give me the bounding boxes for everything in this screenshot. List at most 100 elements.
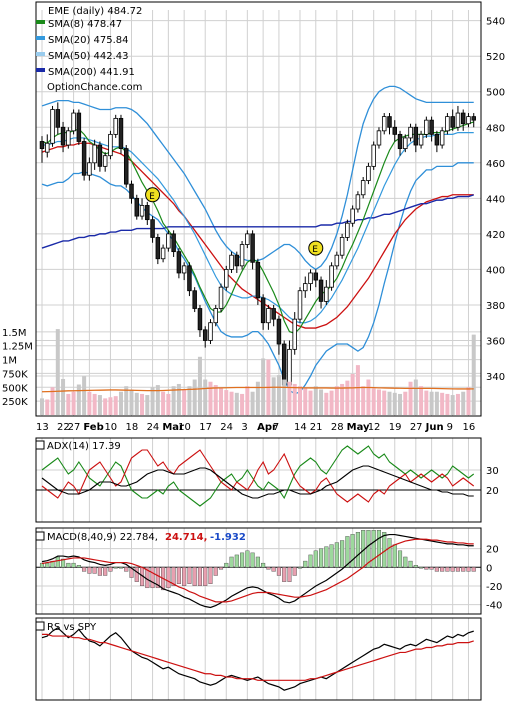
volume-bar	[345, 380, 350, 415]
y-tick-label: 440	[486, 194, 505, 205]
x-tick-label: 7	[273, 422, 279, 433]
volume-bar	[471, 334, 476, 415]
candle-body	[102, 155, 108, 167]
candle-body	[460, 112, 466, 125]
volume-bar	[334, 386, 339, 415]
panel-frame	[35, 617, 482, 701]
legend-sma50: SMA(50) 442.43	[48, 51, 129, 62]
macd-hist-bar	[355, 532, 360, 568]
candle-body	[71, 112, 76, 132]
volume-bar	[276, 375, 281, 415]
volume-panel	[39, 329, 476, 415]
macd-hist-bar	[197, 567, 202, 586]
volume-bar	[129, 389, 134, 415]
macd-hist-bar	[308, 554, 313, 568]
macd-hist-bar	[155, 567, 160, 589]
candle-body	[81, 141, 87, 176]
volume-bar	[208, 381, 213, 415]
volume-bar	[250, 391, 255, 415]
volume-avg-line	[41, 386, 474, 393]
macd-hist-bar	[213, 567, 218, 576]
candle-body	[334, 254, 340, 267]
candle-body	[192, 290, 197, 309]
watermark: OptionChance.com	[47, 82, 142, 93]
volume-bar	[66, 393, 71, 415]
macd-hist-bar	[292, 567, 297, 576]
candle-body	[445, 116, 450, 132]
macd-hist-bar	[303, 560, 308, 568]
macd-hist-bar	[66, 562, 71, 568]
volume-bar	[71, 391, 76, 415]
candle-body	[129, 183, 134, 199]
volume-bar	[434, 391, 439, 415]
volume-bar	[39, 398, 45, 415]
volume-bar	[124, 386, 129, 415]
macd-hist-bar	[424, 567, 429, 570]
panel-frame	[35, 437, 482, 523]
volume-tick-label: 500K	[2, 383, 28, 394]
candle-body	[260, 297, 266, 324]
volume-bar	[350, 373, 355, 415]
macd-hist-bar	[445, 567, 450, 572]
macd-hist-bar	[287, 567, 292, 582]
earnings-marker-label: E	[312, 245, 318, 255]
macd-hist-bar	[340, 540, 345, 568]
macd-hist-bar	[282, 567, 287, 582]
macd-hist-bar	[129, 567, 134, 578]
x-tick-label: Apr	[257, 422, 277, 433]
candle-body	[339, 237, 345, 256]
x-tick-label: May	[347, 422, 370, 433]
volume-bar	[92, 393, 97, 415]
candle-body	[218, 286, 224, 309]
macd-hist-bar	[134, 567, 139, 582]
volume-bar	[240, 393, 245, 415]
y-tick-label: 480	[486, 123, 505, 134]
volume-bar	[313, 386, 318, 415]
macd-hist-bar	[408, 560, 413, 568]
volume-bar	[118, 391, 123, 415]
candle-body	[429, 119, 434, 135]
candle-body	[108, 133, 113, 157]
volume-bar	[213, 385, 218, 415]
volume-bar	[450, 395, 455, 415]
y-tick-label: 460	[486, 159, 505, 170]
x-tick-label: 3	[241, 422, 247, 433]
volume-bar	[61, 378, 66, 415]
candle-body	[292, 318, 297, 350]
candle-body	[39, 141, 45, 149]
volume-bar	[82, 376, 87, 415]
macd-hist-bar	[324, 546, 329, 568]
candle-body	[455, 112, 461, 128]
macd-hist-bar	[118, 567, 124, 569]
macd-hist-bar	[224, 562, 229, 568]
candle-body	[92, 144, 97, 164]
candle-body	[281, 343, 287, 386]
volume-bar	[319, 389, 324, 415]
volume-bar	[55, 329, 60, 415]
volume-bar	[398, 393, 403, 415]
x-tick-label: 24	[147, 422, 160, 433]
x-tick-label: 10	[104, 422, 117, 433]
volume-bar	[292, 383, 297, 415]
volume-bar	[166, 393, 171, 415]
volume-bar	[245, 386, 250, 415]
earnings-marker-label: E	[149, 192, 155, 202]
candle-body	[150, 219, 155, 238]
y-tick-label: 340	[486, 372, 505, 383]
candle-body	[297, 290, 303, 320]
volume-bar	[329, 390, 334, 415]
x-tick-label: 22	[57, 422, 70, 433]
macd-hist-bar	[203, 567, 208, 586]
macd-hist-bar	[434, 567, 439, 572]
macd-hist-bar	[376, 530, 382, 568]
macd-hist-bar	[176, 567, 181, 584]
candle-body	[45, 142, 50, 153]
x-tick-label: 9	[447, 422, 453, 433]
candle-body	[234, 254, 240, 267]
candle-body	[134, 197, 140, 217]
volume-bar	[324, 392, 329, 415]
macd-signal-line	[41, 538, 474, 603]
panel-frame	[35, 527, 482, 615]
adx-di-line	[41, 445, 475, 507]
